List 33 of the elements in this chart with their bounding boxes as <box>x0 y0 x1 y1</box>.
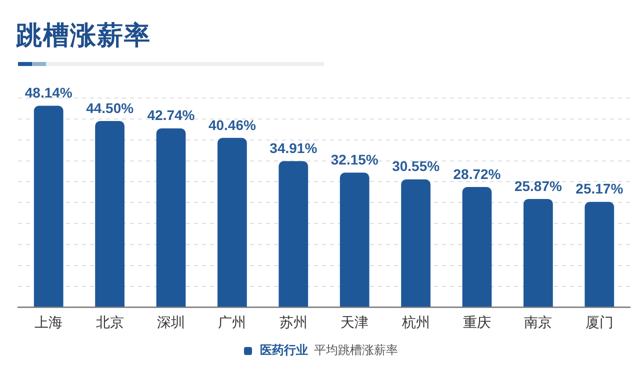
x-tick-label: 重庆 <box>463 315 491 332</box>
data-label: 42.74% <box>147 107 196 124</box>
data-label: 30.55% <box>392 158 440 174</box>
legend-title: 医药行业 <box>260 343 308 357</box>
data-label: 32.15% <box>330 152 379 168</box>
bar <box>584 202 614 307</box>
x-tick-label: 天津 <box>340 315 369 332</box>
x-tick-label: 南京 <box>524 315 552 332</box>
bar <box>278 161 308 307</box>
x-tick-label: 上海 <box>34 315 63 332</box>
data-label: 28.72% <box>453 166 502 182</box>
data-label: 25.87% <box>514 178 562 194</box>
bar <box>462 187 492 307</box>
data-label: 44.50% <box>86 100 134 116</box>
data-label: 25.17% <box>576 180 624 197</box>
bar <box>524 198 553 307</box>
chart-title: 跳槽涨薪率 <box>16 20 151 53</box>
x-tick-label: 深圳 <box>157 315 185 332</box>
bar <box>340 172 370 307</box>
x-tick-label: 杭州 <box>400 315 430 332</box>
x-tick-label: 厦门 <box>585 315 614 332</box>
data-label: 48.14% <box>24 84 73 101</box>
bar <box>156 128 186 307</box>
bar <box>34 106 64 307</box>
bar <box>401 179 430 307</box>
data-label: 34.91% <box>270 140 318 156</box>
bar <box>218 138 247 307</box>
x-tick-label: 北京 <box>96 315 124 332</box>
bar <box>95 121 124 307</box>
text: 平均跳槽涨薪率 <box>314 343 398 357</box>
x-tick-label: 广州 <box>218 315 246 332</box>
data-label: 40.46% <box>208 116 256 133</box>
x-tick-label: 苏州 <box>279 315 308 332</box>
